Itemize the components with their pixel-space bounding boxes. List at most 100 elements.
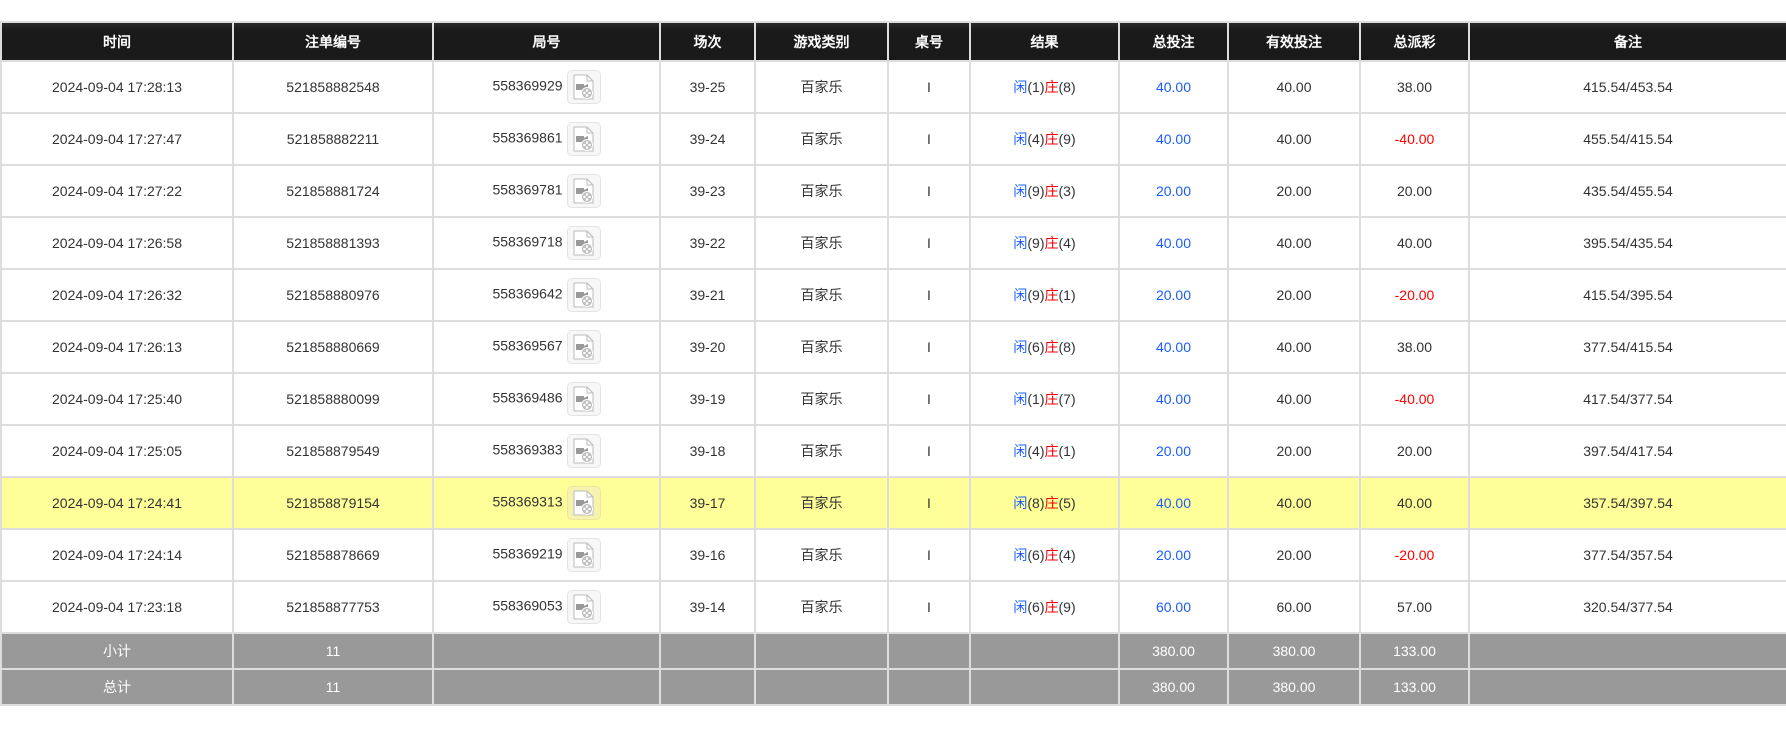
game-type-cell: 百家乐 bbox=[754, 372, 889, 426]
player-score: (1) bbox=[1027, 391, 1045, 407]
time-cell: 2024-09-04 17:25:05 bbox=[0, 424, 234, 478]
player-score: (6) bbox=[1027, 339, 1045, 355]
replay-video-button[interactable] bbox=[566, 226, 601, 260]
bet-id-cell: 521858881724 bbox=[232, 164, 434, 218]
table-row: 2024-09-04 17:27:47 521858882211 558369861… bbox=[0, 112, 1786, 166]
grandtotal-total-bet: 380.00 bbox=[1118, 668, 1229, 706]
result-cell: 闲(6)庄(4) bbox=[969, 528, 1120, 582]
total-bet-cell: 20.00 bbox=[1118, 164, 1229, 218]
bet-id-cell: 521858882548 bbox=[232, 60, 434, 114]
player-score: (9) bbox=[1027, 287, 1045, 303]
note-cell: 455.54/415.54 bbox=[1468, 112, 1786, 166]
result-cell: 闲(1)庄(7) bbox=[969, 372, 1120, 426]
total-bet-cell: 40.00 bbox=[1118, 320, 1229, 374]
table-row: 2024-09-04 17:25:05 521858879549 558369383… bbox=[0, 424, 1786, 478]
bet-id-cell: 521858882211 bbox=[232, 112, 434, 166]
bet-records-table: 时间 注单编号 局号 场次 游戏类别 桌号 结果 总投注 有效投注 总派彩 备注 2024-09-0… bbox=[0, 21, 1786, 706]
column-header: 备注 bbox=[1468, 21, 1786, 61]
column-header: 场次 bbox=[659, 21, 756, 61]
shoe-cell: 39-21 bbox=[659, 268, 756, 322]
column-header: 游戏类别 bbox=[754, 21, 889, 61]
replay-video-button[interactable] bbox=[566, 486, 601, 520]
table-number-cell: I bbox=[887, 528, 971, 582]
player-label: 闲 bbox=[1013, 183, 1028, 199]
grandtotal-label: 总计 bbox=[0, 668, 234, 706]
table-number-cell: I bbox=[887, 372, 971, 426]
banker-score: (7) bbox=[1058, 391, 1076, 407]
banker-label: 庄 bbox=[1044, 339, 1059, 355]
banker-label: 庄 bbox=[1044, 183, 1059, 199]
result-cell: 闲(1)庄(8) bbox=[969, 60, 1120, 114]
payout-cell: -40.00 bbox=[1359, 112, 1470, 166]
payout-cell: 40.00 bbox=[1359, 476, 1470, 530]
table-row: 2024-09-04 17:24:41 521858879154 558369313… bbox=[0, 476, 1786, 530]
round-number: 558369219 bbox=[492, 545, 563, 562]
round-cell: 558369929 bbox=[432, 60, 661, 114]
round-cell: 558369383 bbox=[432, 424, 661, 478]
result-cell: 闲(4)庄(9) bbox=[969, 112, 1120, 166]
shoe-cell: 39-19 bbox=[659, 372, 756, 426]
banker-label: 庄 bbox=[1044, 287, 1059, 303]
replay-video-button[interactable] bbox=[566, 590, 601, 624]
empty-cell bbox=[887, 632, 971, 670]
table-number-cell: I bbox=[887, 60, 971, 114]
game-type-cell: 百家乐 bbox=[754, 424, 889, 478]
payout-cell: 38.00 bbox=[1359, 60, 1470, 114]
player-label: 闲 bbox=[1013, 235, 1028, 251]
empty-cell bbox=[432, 668, 661, 706]
banker-score: (3) bbox=[1058, 183, 1076, 199]
time-cell: 2024-09-04 17:25:40 bbox=[0, 372, 234, 426]
banker-label: 庄 bbox=[1044, 599, 1059, 615]
player-score: (4) bbox=[1027, 131, 1045, 147]
valid-bet-cell: 40.00 bbox=[1227, 320, 1361, 374]
round-number: 558369313 bbox=[492, 493, 563, 510]
result-cell: 闲(9)庄(1) bbox=[969, 268, 1120, 322]
empty-cell bbox=[887, 668, 971, 706]
time-cell: 2024-09-04 17:27:22 bbox=[0, 164, 234, 218]
replay-video-button[interactable] bbox=[566, 538, 601, 572]
result-cell: 闲(9)庄(3) bbox=[969, 164, 1120, 218]
replay-video-button[interactable] bbox=[566, 330, 601, 364]
note-cell: 395.54/435.54 bbox=[1468, 216, 1786, 270]
banker-score: (4) bbox=[1058, 235, 1076, 251]
table-number-cell: I bbox=[887, 580, 971, 634]
payout-cell: -20.00 bbox=[1359, 528, 1470, 582]
replay-video-button[interactable] bbox=[566, 122, 601, 156]
total-bet-cell: 20.00 bbox=[1118, 268, 1229, 322]
time-cell: 2024-09-04 17:23:18 bbox=[0, 580, 234, 634]
replay-video-button[interactable] bbox=[566, 70, 601, 104]
game-type-cell: 百家乐 bbox=[754, 528, 889, 582]
column-header: 桌号 bbox=[887, 21, 971, 61]
replay-video-button[interactable] bbox=[566, 382, 601, 416]
shoe-cell: 39-22 bbox=[659, 216, 756, 270]
empty-cell bbox=[754, 668, 889, 706]
total-bet-cell: 60.00 bbox=[1118, 580, 1229, 634]
table-number-cell: I bbox=[887, 476, 971, 530]
total-bet-cell: 20.00 bbox=[1118, 528, 1229, 582]
banker-score: (1) bbox=[1058, 443, 1076, 459]
valid-bet-cell: 40.00 bbox=[1227, 476, 1361, 530]
round-cell: 558369219 bbox=[432, 528, 661, 582]
total-bet-cell: 40.00 bbox=[1118, 372, 1229, 426]
banker-score: (4) bbox=[1058, 547, 1076, 563]
game-type-cell: 百家乐 bbox=[754, 320, 889, 374]
time-cell: 2024-09-04 17:26:13 bbox=[0, 320, 234, 374]
empty-cell bbox=[754, 632, 889, 670]
table-row: 2024-09-04 17:25:40 521858880099 558369486… bbox=[0, 372, 1786, 426]
replay-video-button[interactable] bbox=[566, 434, 601, 468]
table-header: 时间 注单编号 局号 场次 游戏类别 桌号 结果 总投注 有效投注 总派彩 备注 bbox=[0, 21, 1786, 61]
column-header: 局号 bbox=[432, 21, 661, 61]
round-number: 558369567 bbox=[492, 337, 563, 354]
round-number: 558369861 bbox=[492, 129, 563, 146]
replay-video-button[interactable] bbox=[566, 278, 601, 312]
replay-video-button[interactable] bbox=[566, 174, 601, 208]
banker-label: 庄 bbox=[1044, 235, 1059, 251]
valid-bet-cell: 20.00 bbox=[1227, 268, 1361, 322]
table-row: 2024-09-04 17:24:14 521858878669 558369219… bbox=[0, 528, 1786, 582]
column-header: 结果 bbox=[969, 21, 1120, 61]
shoe-cell: 39-20 bbox=[659, 320, 756, 374]
banker-label: 庄 bbox=[1044, 495, 1059, 511]
note-cell: 415.54/453.54 bbox=[1468, 60, 1786, 114]
round-cell: 558369567 bbox=[432, 320, 661, 374]
note-cell: 417.54/377.54 bbox=[1468, 372, 1786, 426]
